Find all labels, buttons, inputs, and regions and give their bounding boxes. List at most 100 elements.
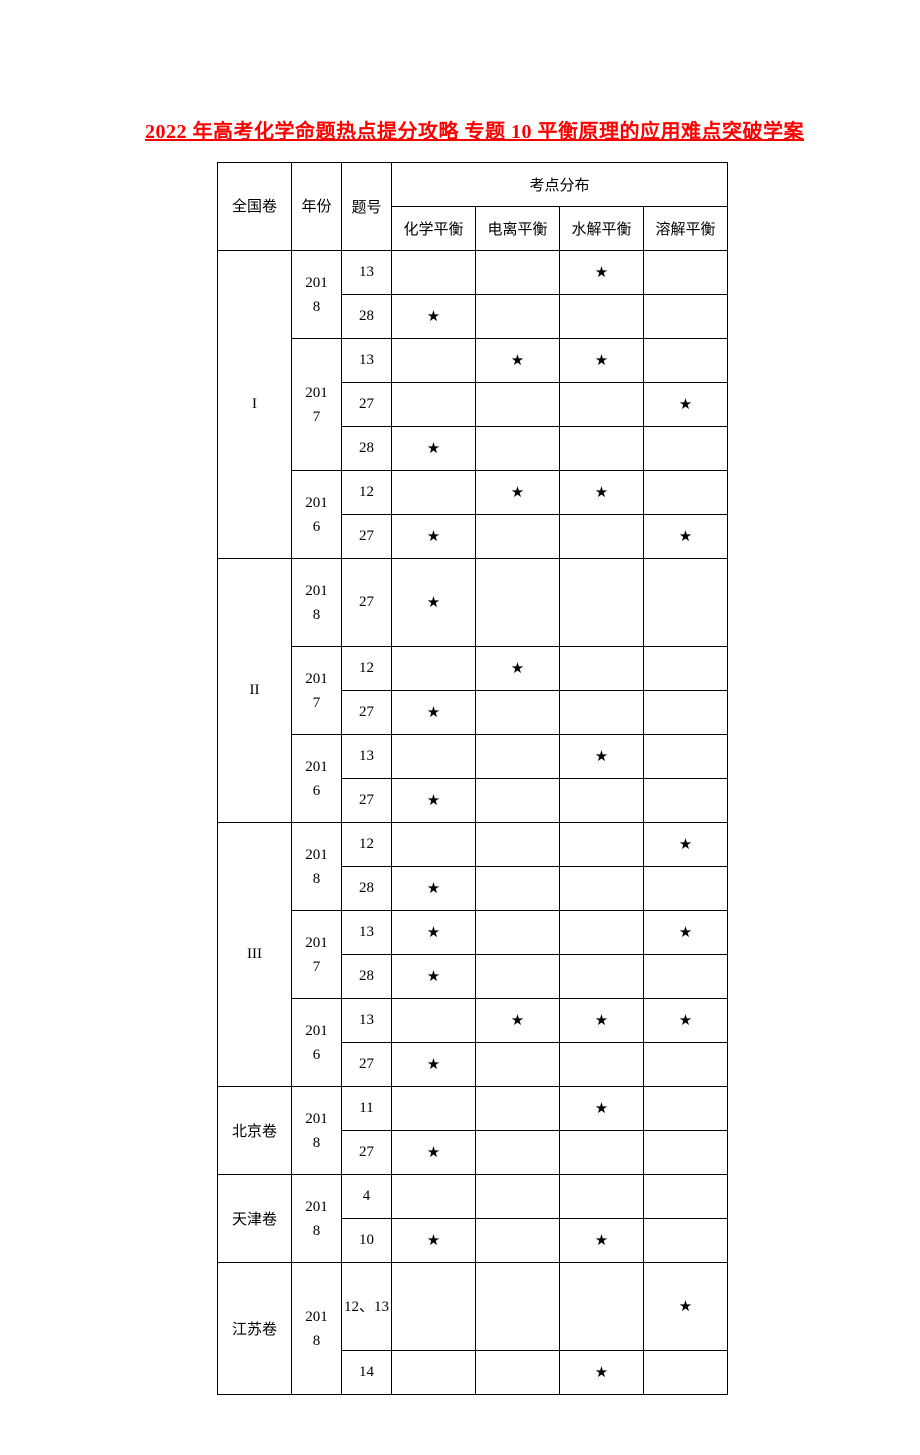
- pt-cell: [644, 1175, 728, 1219]
- qnum-cell: 28: [342, 867, 392, 911]
- pt-cell: [476, 1131, 560, 1175]
- header-qnum: 题号: [342, 163, 392, 251]
- year-cell: 201 8: [292, 823, 342, 911]
- table-row: 201 7 12 ★: [218, 647, 728, 691]
- pt-cell: [392, 999, 476, 1043]
- pt-cell: [644, 735, 728, 779]
- pt-cell: [476, 1263, 560, 1351]
- pt-cell: ★: [644, 911, 728, 955]
- pt-cell: [392, 735, 476, 779]
- pt-cell: ★: [392, 691, 476, 735]
- table-row: 天津卷 201 8 4: [218, 1175, 728, 1219]
- pt-cell: [644, 427, 728, 471]
- region-cell: 江苏卷: [218, 1263, 292, 1395]
- pt-cell: [644, 559, 728, 647]
- pt-cell: ★: [392, 1131, 476, 1175]
- qnum-cell: 28: [342, 295, 392, 339]
- pt-cell: [644, 1087, 728, 1131]
- qnum-cell: 10: [342, 1219, 392, 1263]
- year-cell: 201 8: [292, 1263, 342, 1395]
- qnum-cell: 27: [342, 383, 392, 427]
- pt-cell: ★: [392, 867, 476, 911]
- pt-cell: ★: [644, 823, 728, 867]
- pt-cell: ★: [476, 471, 560, 515]
- qnum-cell: 12: [342, 647, 392, 691]
- pt-cell: [476, 295, 560, 339]
- document-page: 2022 年高考化学命题热点提分攻略 专题 10 平衡原理的应用难点突破学案 全…: [0, 0, 920, 1455]
- year-cell: 201 7: [292, 339, 342, 471]
- pt-cell: [644, 251, 728, 295]
- pt-cell: [560, 427, 644, 471]
- qnum-cell: 14: [342, 1351, 392, 1395]
- pt-cell: ★: [392, 295, 476, 339]
- pt-cell: [476, 779, 560, 823]
- pt-cell: [560, 383, 644, 427]
- qnum-cell: 13: [342, 735, 392, 779]
- year-cell: 201 8: [292, 1175, 342, 1263]
- pt-cell: [476, 1351, 560, 1395]
- pt-cell: [560, 1043, 644, 1087]
- pt-cell: ★: [560, 1351, 644, 1395]
- year-cell: 201 6: [292, 735, 342, 823]
- pt-cell: [392, 1351, 476, 1395]
- qnum-cell: 27: [342, 779, 392, 823]
- header-pt2: 电离平衡: [476, 207, 560, 251]
- qnum-cell: 11: [342, 1087, 392, 1131]
- table-row: 201 6 13 ★ ★ ★: [218, 999, 728, 1043]
- header-region: 全国卷: [218, 163, 292, 251]
- region-cell: 北京卷: [218, 1087, 292, 1175]
- header-pt3: 水解平衡: [560, 207, 644, 251]
- pt-cell: [560, 295, 644, 339]
- qnum-cell: 12: [342, 471, 392, 515]
- qnum-cell: 27: [342, 1131, 392, 1175]
- pt-cell: ★: [560, 999, 644, 1043]
- pt-cell: [560, 1131, 644, 1175]
- pt-cell: ★: [476, 339, 560, 383]
- pt-cell: ★: [392, 955, 476, 999]
- pt-cell: [392, 1087, 476, 1131]
- pt-cell: [560, 955, 644, 999]
- region-cell: II: [218, 559, 292, 823]
- table-row: 江苏卷 201 8 12、13 ★: [218, 1263, 728, 1351]
- table-row: 201 6 13 ★: [218, 735, 728, 779]
- pt-cell: ★: [476, 647, 560, 691]
- pt-cell: [476, 1087, 560, 1131]
- qnum-cell: 27: [342, 1043, 392, 1087]
- region-cell: III: [218, 823, 292, 1087]
- pt-cell: [560, 911, 644, 955]
- pt-cell: [392, 251, 476, 295]
- pt-cell: [392, 823, 476, 867]
- pt-cell: [644, 955, 728, 999]
- table-header-row: 全国卷 年份 题号 考点分布: [218, 163, 728, 207]
- year-cell: 201 8: [292, 559, 342, 647]
- pt-cell: ★: [560, 1219, 644, 1263]
- pt-cell: ★: [560, 1087, 644, 1131]
- pt-cell: ★: [392, 911, 476, 955]
- pt-cell: ★: [392, 427, 476, 471]
- year-cell: 201 7: [292, 911, 342, 999]
- table-row: 201 6 12 ★ ★: [218, 471, 728, 515]
- pt-cell: [560, 559, 644, 647]
- qnum-cell: 28: [342, 427, 392, 471]
- year-cell: 201 8: [292, 251, 342, 339]
- pt-cell: ★: [392, 779, 476, 823]
- pt-cell: [392, 339, 476, 383]
- exam-topics-table: 全国卷 年份 题号 考点分布 化学平衡 电离平衡 水解平衡 溶解平衡 I 201: [217, 162, 728, 1395]
- pt-cell: ★: [392, 559, 476, 647]
- pt-cell: [476, 1219, 560, 1263]
- qnum-cell: 13: [342, 339, 392, 383]
- pt-cell: ★: [644, 1263, 728, 1351]
- pt-cell: [644, 471, 728, 515]
- qnum-cell: 27: [342, 515, 392, 559]
- pt-cell: [476, 911, 560, 955]
- pt-cell: [476, 515, 560, 559]
- pt-cell: [560, 867, 644, 911]
- pt-cell: [476, 1175, 560, 1219]
- pt-cell: ★: [644, 515, 728, 559]
- pt-cell: [644, 1131, 728, 1175]
- qnum-cell: 13: [342, 999, 392, 1043]
- year-cell: 201 6: [292, 999, 342, 1087]
- pt-cell: ★: [476, 999, 560, 1043]
- pt-cell: [644, 295, 728, 339]
- pt-cell: [644, 867, 728, 911]
